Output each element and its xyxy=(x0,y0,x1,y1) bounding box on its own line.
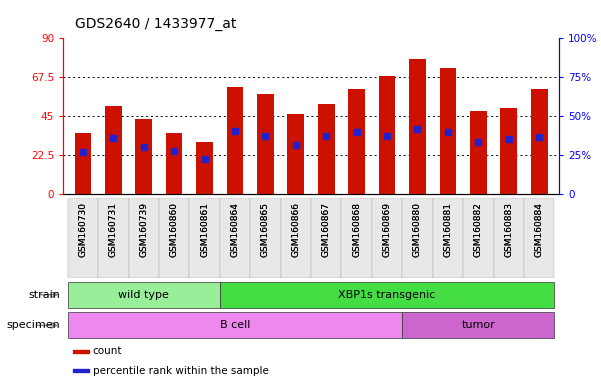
Text: GSM160884: GSM160884 xyxy=(535,202,544,257)
Text: GSM160882: GSM160882 xyxy=(474,202,483,257)
Text: GSM160864: GSM160864 xyxy=(230,202,239,257)
FancyBboxPatch shape xyxy=(129,198,159,278)
Bar xyxy=(227,87,243,194)
FancyBboxPatch shape xyxy=(68,198,98,278)
Text: GSM160866: GSM160866 xyxy=(291,202,300,257)
Text: GDS2640 / 1433977_at: GDS2640 / 1433977_at xyxy=(75,17,237,31)
Bar xyxy=(135,119,152,194)
Text: GSM160730: GSM160730 xyxy=(78,202,87,257)
Text: percentile rank within the sample: percentile rank within the sample xyxy=(93,366,269,376)
FancyBboxPatch shape xyxy=(463,198,493,278)
Bar xyxy=(470,111,487,194)
Bar xyxy=(73,369,89,372)
FancyBboxPatch shape xyxy=(98,198,129,278)
Text: GSM160864: GSM160864 xyxy=(230,202,239,257)
FancyBboxPatch shape xyxy=(433,198,463,278)
FancyBboxPatch shape xyxy=(220,198,250,278)
Bar xyxy=(75,132,91,194)
Text: GSM160865: GSM160865 xyxy=(261,202,270,257)
Bar xyxy=(531,89,548,194)
Text: GSM160869: GSM160869 xyxy=(383,202,392,257)
FancyBboxPatch shape xyxy=(281,198,311,278)
Text: GSM160882: GSM160882 xyxy=(474,202,483,257)
FancyBboxPatch shape xyxy=(493,198,524,278)
FancyBboxPatch shape xyxy=(402,198,433,278)
Text: GSM160868: GSM160868 xyxy=(352,202,361,257)
Text: GSM160881: GSM160881 xyxy=(444,202,453,257)
Text: strain: strain xyxy=(28,290,60,300)
Text: count: count xyxy=(93,346,123,356)
Bar xyxy=(287,114,304,194)
Text: GSM160869: GSM160869 xyxy=(383,202,392,257)
FancyBboxPatch shape xyxy=(524,198,554,278)
Text: GSM160865: GSM160865 xyxy=(261,202,270,257)
FancyBboxPatch shape xyxy=(341,198,372,278)
Text: specimen: specimen xyxy=(7,320,60,331)
Text: GSM160867: GSM160867 xyxy=(322,202,331,257)
FancyBboxPatch shape xyxy=(250,198,281,278)
Text: wild type: wild type xyxy=(118,290,169,300)
Text: GSM160866: GSM160866 xyxy=(291,202,300,257)
Bar xyxy=(257,94,273,194)
Text: GSM160860: GSM160860 xyxy=(169,202,178,257)
FancyBboxPatch shape xyxy=(68,313,402,338)
Text: GSM160731: GSM160731 xyxy=(109,202,118,257)
Text: GSM160881: GSM160881 xyxy=(444,202,453,257)
FancyBboxPatch shape xyxy=(189,198,220,278)
Bar xyxy=(349,89,365,194)
Text: GSM160739: GSM160739 xyxy=(139,202,148,257)
Bar xyxy=(318,104,335,194)
Text: GSM160739: GSM160739 xyxy=(139,202,148,257)
FancyBboxPatch shape xyxy=(68,282,220,308)
Text: GSM160880: GSM160880 xyxy=(413,202,422,257)
FancyBboxPatch shape xyxy=(159,198,189,278)
Text: GSM160860: GSM160860 xyxy=(169,202,178,257)
Bar xyxy=(196,142,213,194)
Text: XBP1s transgenic: XBP1s transgenic xyxy=(338,290,436,300)
FancyBboxPatch shape xyxy=(220,282,554,308)
Text: GSM160884: GSM160884 xyxy=(535,202,544,257)
Text: tumor: tumor xyxy=(462,320,495,331)
Text: GSM160861: GSM160861 xyxy=(200,202,209,257)
Text: GSM160880: GSM160880 xyxy=(413,202,422,257)
Bar xyxy=(501,108,517,194)
Text: GSM160867: GSM160867 xyxy=(322,202,331,257)
Bar xyxy=(379,76,395,194)
Bar xyxy=(439,68,456,194)
Text: B cell: B cell xyxy=(220,320,250,331)
Bar xyxy=(166,132,183,194)
Text: GSM160861: GSM160861 xyxy=(200,202,209,257)
Bar xyxy=(409,59,426,194)
FancyBboxPatch shape xyxy=(311,198,341,278)
Text: GSM160883: GSM160883 xyxy=(504,202,513,257)
Text: GSM160883: GSM160883 xyxy=(504,202,513,257)
Bar xyxy=(73,350,89,353)
Text: GSM160731: GSM160731 xyxy=(109,202,118,257)
FancyBboxPatch shape xyxy=(402,313,554,338)
FancyBboxPatch shape xyxy=(372,198,402,278)
Text: GSM160730: GSM160730 xyxy=(78,202,87,257)
Bar xyxy=(105,106,121,194)
Text: GSM160868: GSM160868 xyxy=(352,202,361,257)
